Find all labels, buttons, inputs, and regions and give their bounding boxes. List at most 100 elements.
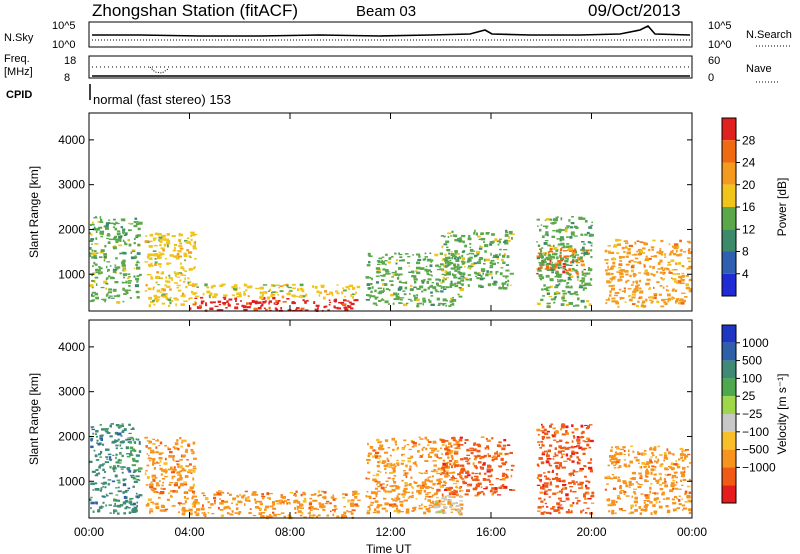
power-cell bbox=[180, 295, 185, 297]
velocity-cell bbox=[623, 450, 626, 453]
velocity-cell bbox=[96, 439, 99, 442]
velocity-cell bbox=[437, 510, 442, 514]
power-cell bbox=[376, 271, 380, 274]
power-cell bbox=[95, 216, 97, 218]
velocity-cell bbox=[454, 464, 460, 467]
power-cell bbox=[479, 277, 484, 281]
power-cell bbox=[108, 238, 114, 241]
power-cell bbox=[375, 304, 378, 306]
velocity-cell bbox=[373, 508, 377, 512]
velocity-cell bbox=[302, 500, 307, 503]
velocity-cell bbox=[350, 504, 355, 507]
velocity-cell bbox=[455, 490, 458, 494]
velocity-cell bbox=[97, 472, 100, 474]
velocity-cell bbox=[656, 481, 659, 484]
velocity-cell bbox=[232, 497, 236, 500]
velocity-cell bbox=[379, 471, 382, 473]
velocity-cell bbox=[653, 473, 657, 476]
velocity-cell bbox=[473, 457, 477, 461]
power-cell bbox=[488, 272, 493, 276]
power-cell bbox=[166, 241, 171, 245]
velocity-cell bbox=[658, 500, 661, 504]
velocity-cell bbox=[632, 450, 635, 453]
velocity-cell bbox=[96, 473, 101, 475]
velocity-cell bbox=[466, 454, 470, 456]
velocity-cell bbox=[663, 478, 666, 481]
power-cell bbox=[163, 238, 167, 241]
velocity-region bbox=[430, 494, 463, 515]
power-cell bbox=[113, 295, 117, 297]
velocity-cell bbox=[449, 486, 453, 489]
power-cell bbox=[606, 280, 611, 284]
power-cell bbox=[557, 280, 562, 283]
power-cell bbox=[503, 253, 507, 256]
velocity-cell bbox=[456, 446, 460, 449]
power-cell bbox=[543, 258, 546, 261]
velocity-cell bbox=[424, 479, 429, 482]
velocity-cell bbox=[385, 510, 389, 513]
power-cell bbox=[304, 300, 309, 302]
velocity-cell bbox=[286, 502, 288, 505]
velocity-cell bbox=[454, 486, 458, 488]
power-cell bbox=[632, 272, 636, 275]
power-cell bbox=[426, 280, 430, 284]
power-cell bbox=[159, 240, 163, 243]
velocity-cell bbox=[147, 498, 152, 501]
power-cell bbox=[95, 268, 99, 272]
power-cell bbox=[546, 292, 550, 295]
velocity-cell bbox=[177, 502, 182, 504]
freq-tick-lo: 8 bbox=[64, 72, 70, 84]
power-cell bbox=[184, 241, 188, 243]
velocity-cell bbox=[133, 506, 138, 509]
power-cell bbox=[397, 287, 403, 290]
power-cell bbox=[672, 278, 677, 281]
velocity-cell bbox=[451, 457, 454, 460]
velocity-cell bbox=[229, 513, 233, 516]
velocity-cell bbox=[558, 504, 563, 506]
power-cell bbox=[329, 301, 332, 303]
power-cell bbox=[93, 217, 98, 219]
velocity-cell bbox=[501, 484, 505, 486]
power-cell bbox=[536, 272, 539, 275]
power-cell bbox=[302, 299, 305, 302]
velocity-cell bbox=[193, 495, 198, 498]
velocity-cell bbox=[293, 492, 296, 495]
velocity-cell bbox=[537, 506, 542, 509]
velocity-cell bbox=[448, 442, 452, 445]
velocity-cell bbox=[680, 471, 684, 474]
velocity-cell bbox=[168, 468, 172, 471]
velocity-cell bbox=[390, 464, 395, 467]
power-cell bbox=[565, 228, 568, 230]
power-cell bbox=[676, 273, 680, 275]
power-cell bbox=[476, 253, 480, 256]
power-cell bbox=[671, 277, 673, 279]
power-cell bbox=[166, 238, 169, 241]
velocity-cell bbox=[89, 498, 92, 501]
power-y-tick-label: 4000 bbox=[58, 133, 85, 147]
power-cell bbox=[206, 290, 211, 294]
power-cell bbox=[150, 262, 153, 266]
power-cell bbox=[466, 253, 469, 256]
power-cell bbox=[544, 240, 549, 242]
velocity-cell bbox=[667, 466, 671, 468]
power-cell bbox=[435, 290, 440, 293]
velocity-cell bbox=[559, 500, 562, 502]
power-cell bbox=[422, 299, 427, 303]
power-cell bbox=[103, 259, 106, 262]
velocity-cell bbox=[575, 502, 579, 505]
velocity-cell bbox=[122, 478, 127, 481]
power-cell bbox=[539, 266, 543, 269]
velocity-cell bbox=[135, 454, 140, 457]
power-cell bbox=[109, 276, 114, 280]
velocity-cell bbox=[168, 454, 173, 458]
power-cell bbox=[499, 272, 503, 276]
power-cell bbox=[663, 253, 667, 256]
velocity-cell bbox=[487, 478, 490, 481]
velocity-cell bbox=[402, 496, 405, 498]
power-cell bbox=[560, 217, 563, 221]
velocity-cell bbox=[436, 472, 441, 475]
power-cell bbox=[136, 275, 140, 277]
power-cell bbox=[504, 233, 509, 236]
velocity-cell bbox=[566, 458, 569, 460]
nsky-strip-frame bbox=[88, 21, 693, 48]
